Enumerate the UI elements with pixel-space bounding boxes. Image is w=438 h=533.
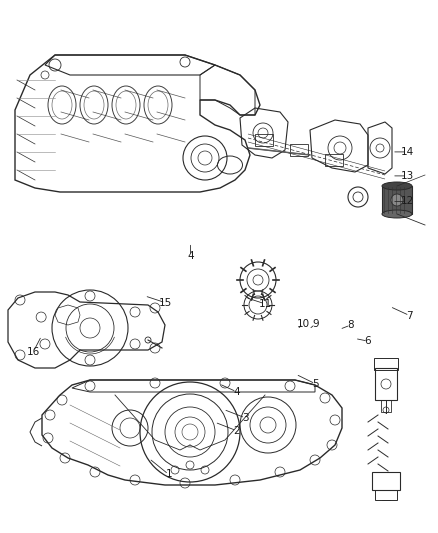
Text: 2: 2 (233, 426, 240, 435)
Text: 3: 3 (242, 413, 249, 423)
Ellipse shape (382, 182, 412, 190)
Text: 14: 14 (401, 147, 414, 157)
Circle shape (391, 194, 403, 206)
Bar (372, 472, 400, 490)
Text: 1: 1 (165, 470, 172, 479)
Bar (255, 134, 273, 146)
Text: 12: 12 (401, 197, 414, 206)
Text: 4: 4 (233, 387, 240, 397)
Text: 16: 16 (27, 347, 40, 357)
Ellipse shape (382, 210, 412, 218)
Bar (382, 186, 412, 214)
Bar (381, 400, 391, 412)
Text: 6: 6 (364, 336, 371, 346)
Text: 15: 15 (159, 298, 172, 308)
Text: 13: 13 (401, 171, 414, 181)
Text: 9: 9 (312, 319, 319, 329)
Text: 5: 5 (312, 379, 319, 389)
Bar (325, 154, 343, 166)
Text: 8: 8 (347, 320, 354, 330)
Text: 4: 4 (187, 251, 194, 261)
Bar (375, 368, 397, 400)
Bar (290, 144, 308, 156)
Text: 10: 10 (297, 319, 310, 329)
Bar (375, 490, 397, 500)
Text: 7: 7 (406, 311, 413, 320)
Text: 11: 11 (258, 299, 272, 309)
